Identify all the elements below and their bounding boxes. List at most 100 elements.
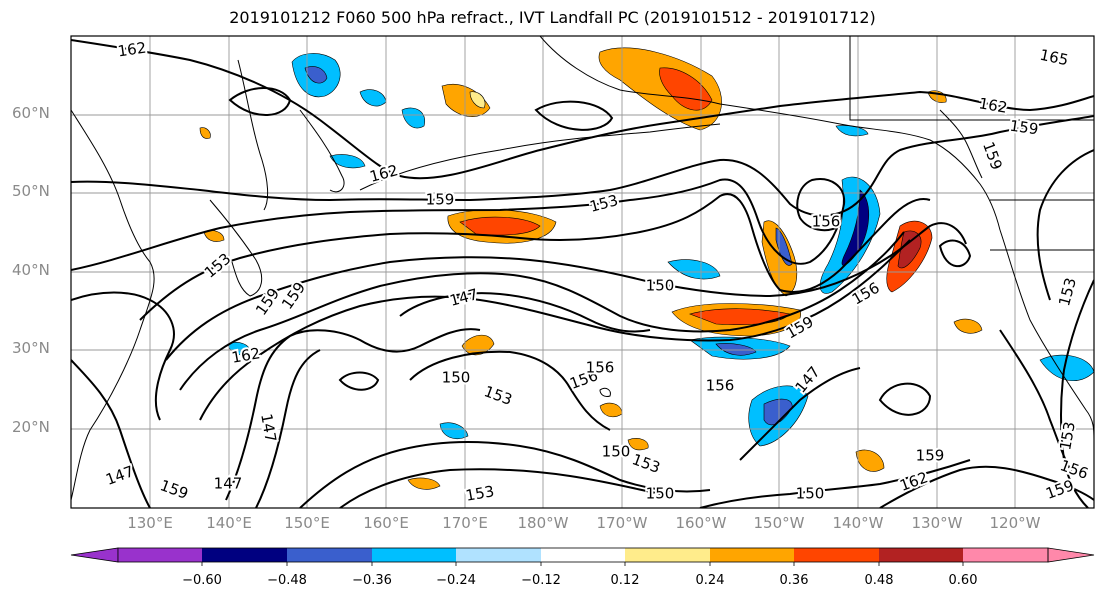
contour-closed-4 [228, 87, 292, 116]
anomaly-patch [953, 318, 983, 334]
contour-150-jet [165, 222, 967, 361]
contour-147-east [739, 367, 861, 461]
colorbar-segment [963, 548, 1048, 562]
contour-label: 156 [706, 377, 735, 395]
anomaly-patch [227, 342, 251, 356]
anomaly-patch [1039, 354, 1094, 381]
anomaly-patch [855, 449, 885, 472]
contour-162-east [1036, 149, 1094, 301]
graticule [71, 36, 1094, 508]
colorbar-tick-label: 0.36 [779, 573, 809, 588]
contour-label: 150 [646, 485, 675, 503]
contour-156-low [339, 468, 671, 508]
anomaly-patch [439, 422, 469, 439]
contour-162-north [71, 39, 1094, 180]
lat-label-20n: 20°N [12, 418, 50, 436]
height-contours [71, 39, 1094, 508]
coast-hawaii [599, 387, 611, 397]
anomaly-patch [715, 343, 757, 356]
contour-153-east [1060, 279, 1094, 508]
lat-label-60n: 60°N [12, 104, 50, 122]
contour-147-center [399, 292, 651, 333]
contour-159-east [879, 465, 1094, 508]
contour-153-low [299, 440, 711, 508]
lon-label-130e: 130°E [127, 514, 173, 532]
contour-label: 159 [426, 191, 455, 209]
contour-153-loop-west [71, 291, 175, 421]
contour-jet-lower-1 [179, 231, 905, 391]
contour-147-south-2 [255, 349, 321, 508]
colorbar-tick-label: −0.48 [267, 573, 307, 588]
contour-jet-lower-2 [199, 239, 911, 421]
anomaly-patch [469, 91, 486, 109]
colorbar-border [117, 547, 1049, 563]
colorbar-segment [710, 548, 794, 562]
anomaly-patch [775, 227, 793, 266]
coast-aleutians [359, 123, 721, 191]
contour-156-north [71, 178, 846, 271]
lat-label-30n: 30°N [12, 339, 50, 357]
contour-label: 150 [796, 485, 825, 503]
lon-label-170w: 170°W [596, 514, 648, 532]
coast-kamchatka [299, 109, 345, 193]
lon-label-130w: 130°W [911, 514, 963, 532]
colorbar-segment [625, 548, 710, 562]
coast-alaska [539, 36, 1001, 231]
contour-label: 156 [586, 359, 615, 377]
colorbar-segment [118, 548, 202, 562]
lon-label-170e: 170°E [442, 514, 488, 532]
anomaly-patch [897, 230, 922, 269]
contour-label: 156 [812, 213, 841, 231]
colorbar-arrow-left [70, 547, 119, 563]
lon-label-180w: 180°W [517, 514, 569, 532]
contour-150-east [699, 459, 971, 508]
contour-150-low-left [71, 359, 151, 508]
colorbar-tick-label: 0.60 [948, 573, 978, 588]
shaded-anomalies [199, 47, 1094, 490]
anomaly-patch [199, 127, 211, 139]
coast-bc-islands [939, 109, 983, 179]
colorbar-segment [202, 548, 287, 562]
colorbar-tick-label: −0.36 [352, 573, 392, 588]
colorbar-segment [794, 548, 879, 562]
lon-label-150w: 150°W [753, 514, 805, 532]
contour-147-south [225, 328, 481, 501]
coast-north-america [999, 229, 1094, 441]
colorbar-tick-label: −0.12 [521, 573, 561, 588]
colorbar-segment [287, 548, 372, 562]
lon-label-160e: 160°E [363, 514, 409, 532]
map-frame [70, 35, 1095, 509]
map-title: 2019101212 F060 500 hPa refract., IVT La… [229, 8, 876, 27]
colorbar-tick-label: 0.24 [695, 573, 725, 588]
contour-150-center [409, 350, 611, 431]
lat-label-50n: 50°N [12, 182, 50, 200]
lon-label-140e: 140°E [206, 514, 252, 532]
contour-label: 150 [646, 277, 675, 295]
contour-153-jet [139, 193, 931, 321]
anomaly-patch [667, 259, 721, 280]
colorbar-tick-label: 0.12 [610, 573, 640, 588]
anomaly-patch [329, 154, 366, 169]
anomaly-patch [441, 84, 491, 117]
lon-label-150e: 150°E [284, 514, 330, 532]
lat-label-40n: 40°N [12, 261, 50, 279]
colorbar-tick-label: −0.60 [182, 573, 222, 588]
contour-closed-2 [878, 382, 932, 416]
colorbar-segment [541, 548, 625, 562]
contour-label: 150 [442, 369, 471, 387]
colorbar-arrow-right [1047, 547, 1095, 563]
contour-closed-3 [938, 239, 972, 267]
contour-label: 147 [214, 475, 243, 493]
colorbar-segment [372, 548, 456, 562]
colorbar-tick-label: 0.48 [864, 573, 894, 588]
contour-label: 150 [602, 443, 631, 461]
lon-label-120w: 120°W [989, 514, 1041, 532]
contour-closed-1 [338, 371, 380, 391]
colorbar-segment [879, 548, 963, 562]
anomaly-patch [627, 438, 649, 451]
anomaly-patch [401, 107, 426, 129]
contour-156-east [999, 329, 1075, 477]
anomaly-patch [407, 477, 441, 490]
lon-label-160w: 160°W [675, 514, 727, 532]
